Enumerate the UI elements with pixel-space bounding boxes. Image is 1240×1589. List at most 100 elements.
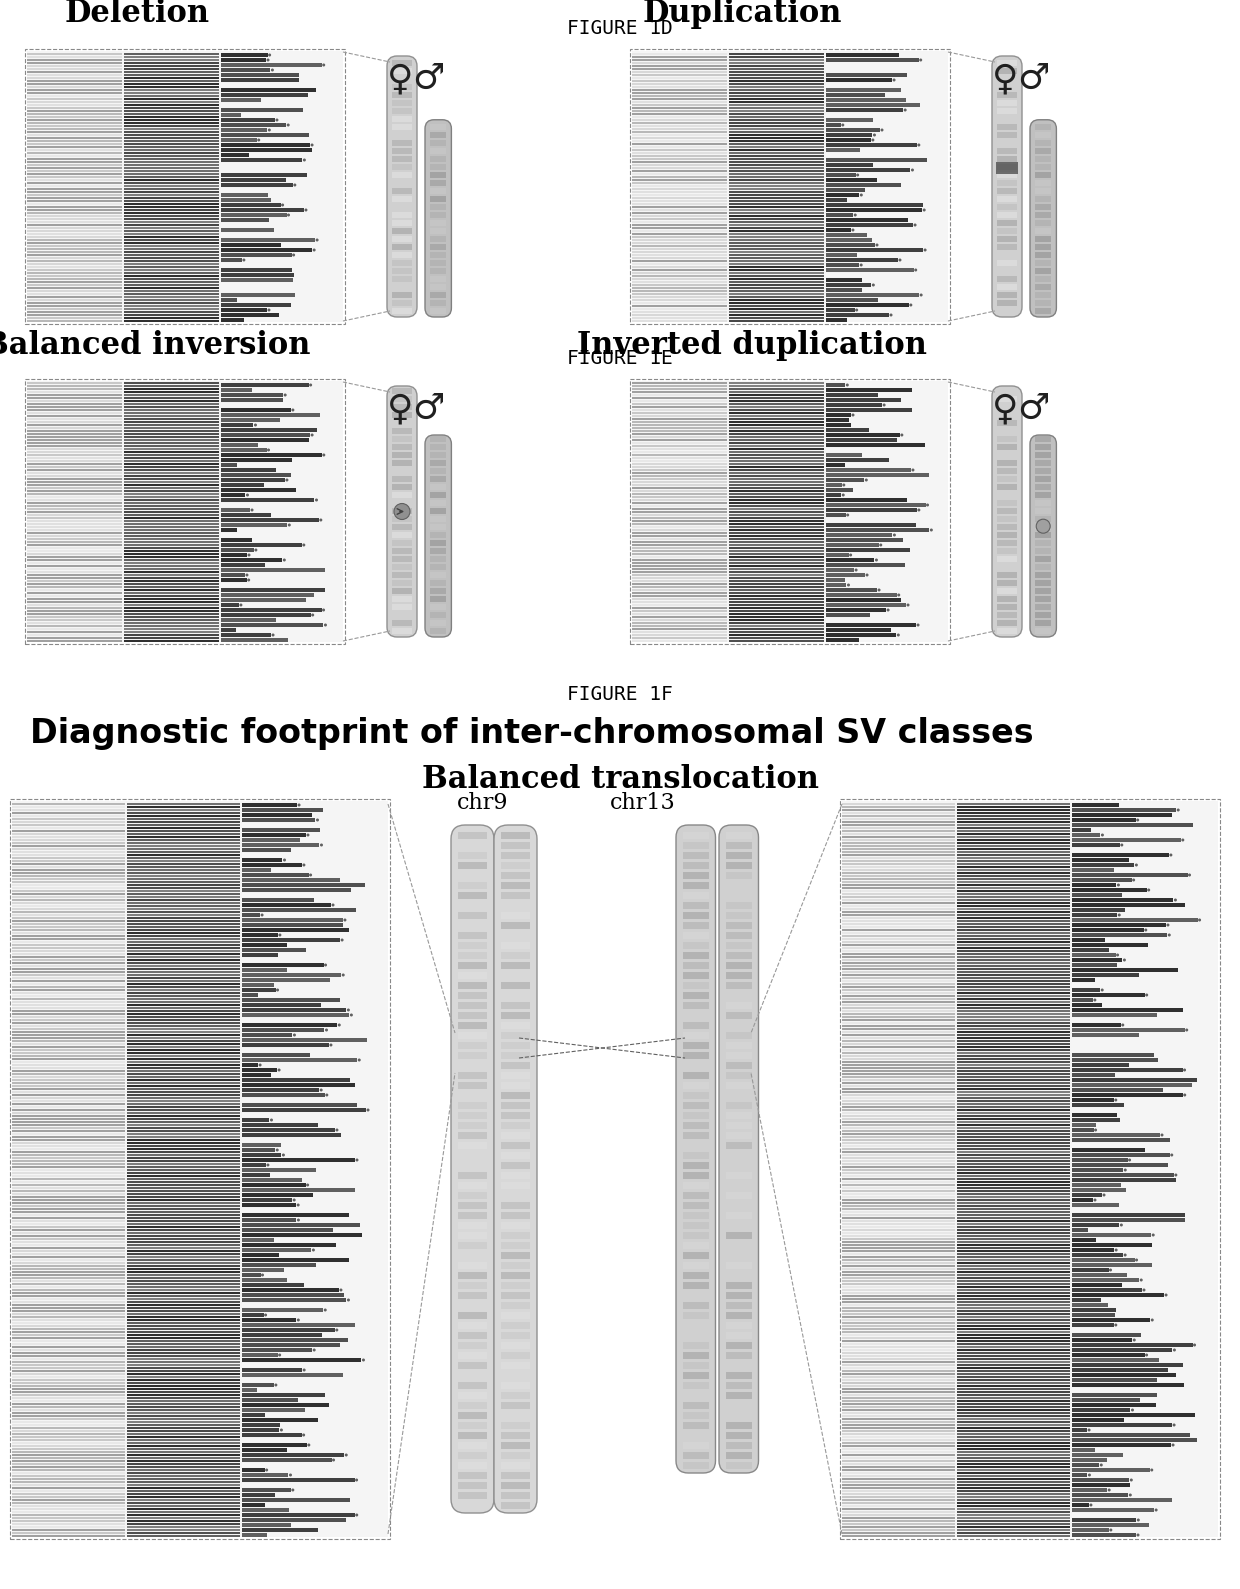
Bar [126,1343,239,1344]
Bar [632,594,727,597]
Bar [729,272,823,273]
Bar [27,235,122,238]
Bar [126,1085,239,1087]
Bar [1071,1533,1136,1537]
Bar [12,1298,125,1300]
Bar [729,283,823,286]
Bar [12,1421,125,1424]
Bar [957,1165,1070,1168]
Bar [957,1093,1070,1096]
Bar [957,1136,1070,1138]
Circle shape [1109,1268,1112,1271]
Bar [27,79,122,83]
Bar [126,1241,239,1243]
Bar [632,543,727,547]
Bar [729,391,823,392]
Bar [957,809,1070,810]
Bar [632,245,727,246]
Bar [124,594,218,597]
Bar [632,601,727,602]
Bar [392,211,412,218]
Bar [126,1249,239,1252]
Bar [12,1475,125,1478]
Bar [126,1009,239,1012]
Bar [12,1255,125,1258]
Bar [826,257,898,262]
Bar [842,1063,955,1066]
Bar [632,310,727,313]
Bar [242,1233,362,1236]
Bar [242,1343,340,1347]
Bar [124,197,218,199]
Bar [729,618,823,621]
Bar [632,313,727,316]
Bar [725,1292,751,1298]
Circle shape [296,1203,300,1206]
Bar [729,475,823,477]
Bar [501,1422,529,1429]
Circle shape [1183,1093,1187,1096]
Bar [842,1435,955,1438]
Bar [683,1313,708,1319]
Bar [126,1309,239,1313]
Bar [392,508,412,513]
Bar [124,439,218,442]
Bar [27,289,122,292]
Bar [12,1211,125,1212]
Bar [124,275,218,276]
Bar [124,385,218,388]
Bar [12,1522,125,1525]
Bar [242,1003,321,1007]
Bar [632,631,727,632]
Bar [124,547,218,550]
Bar [458,933,487,939]
Bar [12,1114,125,1117]
Bar [826,488,853,493]
Bar [957,1012,1070,1015]
Bar [126,1327,239,1330]
Bar [221,413,320,416]
Bar [842,1300,955,1303]
Bar [632,197,727,199]
Bar [126,1150,239,1154]
Bar [126,1519,239,1522]
Bar [126,1295,239,1297]
Bar [501,1103,529,1109]
Bar [729,543,823,547]
Bar [957,1211,1070,1212]
Bar [126,817,239,820]
Bar [729,119,823,121]
Bar [242,1168,316,1173]
Bar [12,817,125,820]
Bar [12,1319,125,1320]
Bar [124,256,218,259]
Bar [12,877,125,880]
Bar [12,826,125,829]
Bar [27,391,122,392]
Bar [729,148,823,151]
Bar [957,815,1070,817]
Bar [242,1398,299,1401]
Circle shape [311,613,314,617]
Bar [27,385,122,388]
Bar [826,208,923,211]
Bar [842,947,955,949]
Bar [842,856,955,860]
Bar [124,418,218,419]
Bar [242,1212,348,1217]
Bar [458,1471,487,1479]
Bar [126,992,239,995]
Bar [12,1190,125,1192]
FancyBboxPatch shape [992,386,1022,637]
Bar [27,242,122,245]
Bar [729,79,823,83]
Bar [1035,269,1052,273]
Bar [242,1359,362,1362]
Bar [126,1079,239,1081]
Bar [126,1268,239,1270]
Circle shape [909,303,913,307]
Bar [27,245,122,246]
Bar [683,1173,708,1179]
Bar [126,1171,239,1174]
Bar [221,87,316,92]
